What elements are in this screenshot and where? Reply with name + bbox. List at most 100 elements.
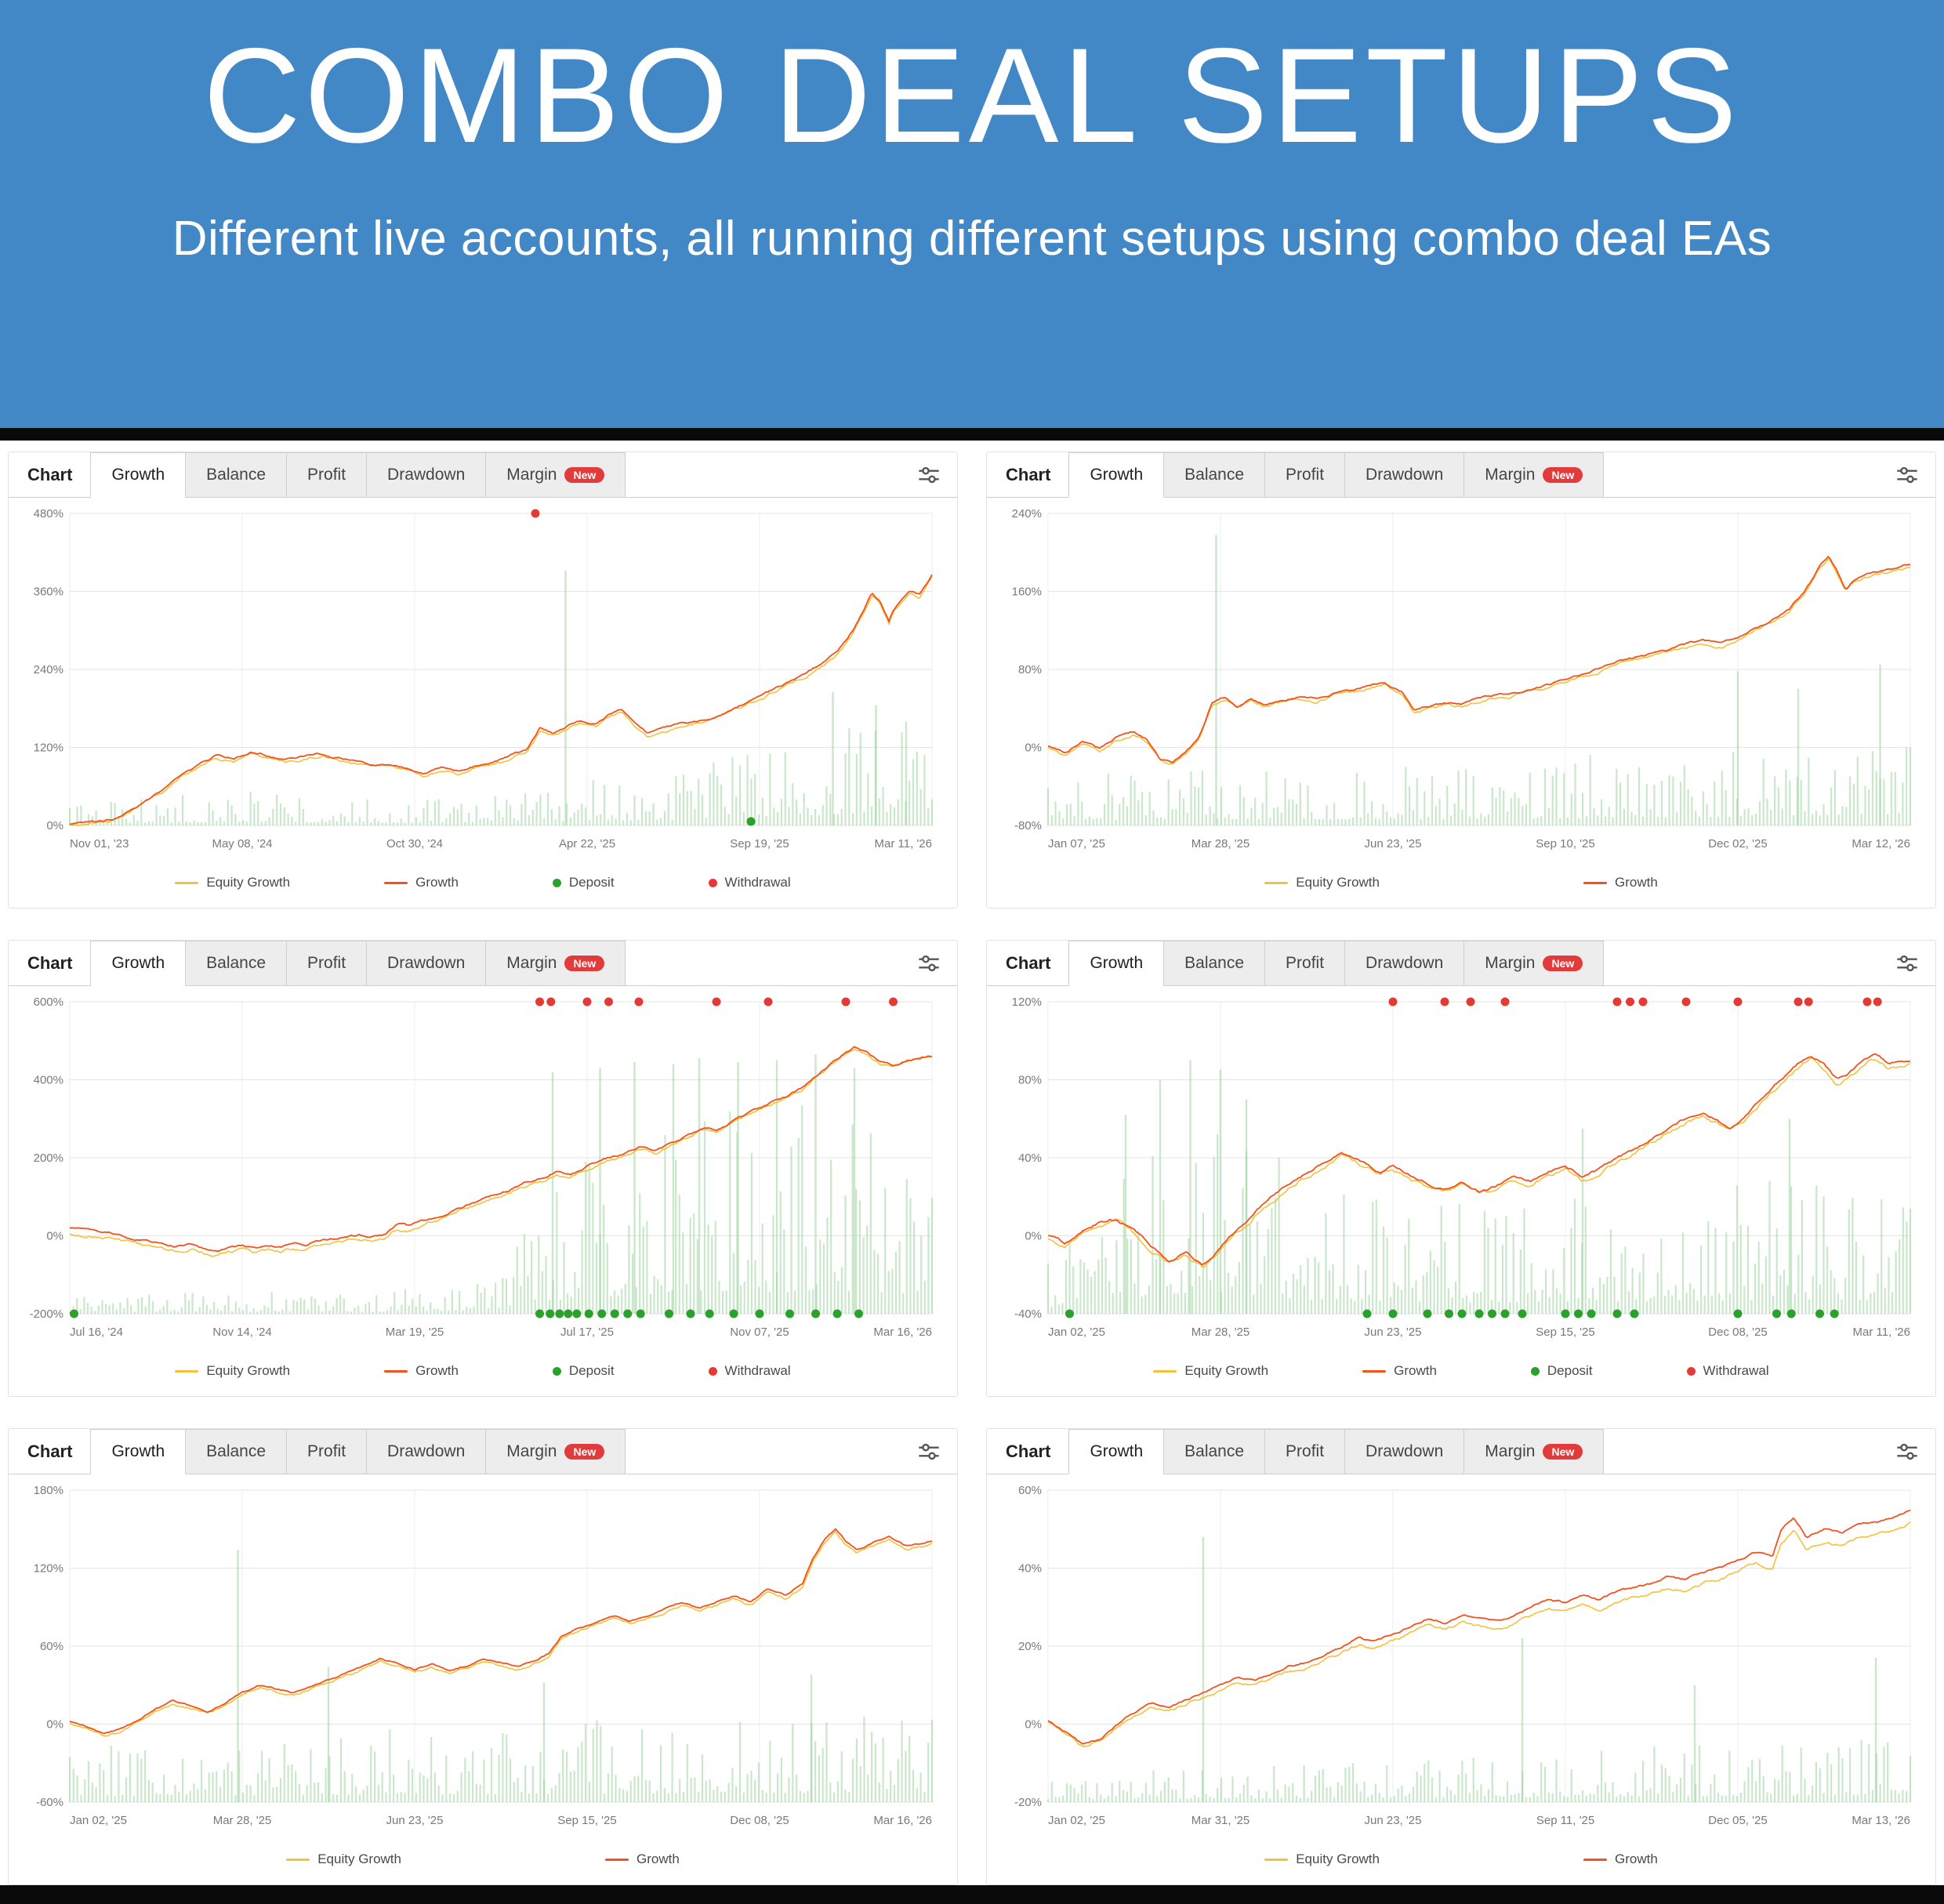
tab-margin[interactable]: Margin New [485,1429,626,1474]
chart-widget: Chart Growth Balance Profit Drawdown Margin Ne… [986,1428,1936,1885]
x-axis-labels: Jan 02, '25 Mar 28, '25 Jun 23, '25 Sep 15,… [1048,1326,1910,1339]
tab-growth[interactable]: Growth [90,452,187,498]
chart-grid: Chart Growth Balance Profit Drawdown Margin Ne… [0,441,1944,1885]
growth-line [69,1528,933,1735]
tab-balance[interactable]: Balance [185,1429,288,1474]
tab-label: Profit [1286,954,1325,972]
legend-item-equity-growth: Equity Growth [175,1363,290,1379]
tab-label: Drawdown [387,954,466,972]
chart-widget: Chart Growth Balance Profit Drawdown Margin Ne… [986,452,1936,908]
tab-growth[interactable]: Growth [1068,452,1165,498]
x-axis-labels: Jul 16, '24 Nov 14, '24 Mar 19, '25 Jul 17,… [70,1326,932,1339]
legend-item-deposit: Deposit [552,1363,615,1379]
sliders-icon [1897,955,1917,971]
legend-line-swatch [1583,881,1607,884]
growth-line [69,574,933,825]
tab-growth[interactable]: Growth [1068,1429,1165,1474]
chart-widget: Chart Growth Balance Profit Drawdown Margin Ne… [8,1428,958,1885]
tab-profit[interactable]: Profit [1264,452,1346,497]
volume-bars [1046,1536,1912,1803]
tab-profit[interactable]: Profit [286,1429,368,1474]
legend-item-deposit: Deposit [552,875,615,890]
tab-growth[interactable]: Growth [90,1429,187,1474]
svg-text:480%: 480% [34,507,63,520]
chart-settings-icon[interactable] [1895,1429,1920,1474]
tab-drawdown[interactable]: Drawdown [1344,941,1465,985]
svg-text:Mar 11, '26: Mar 11, '26 [875,837,932,850]
tab-label: Profit [1286,466,1325,484]
tab-growth[interactable]: Growth [1068,941,1165,986]
tab-profit[interactable]: Profit [1264,941,1346,985]
legend-line-swatch [1264,1858,1289,1861]
svg-text:400%: 400% [34,1074,63,1087]
tab-balance[interactable]: Balance [185,452,288,497]
new-badge: New [564,956,605,971]
y-axis-labels: 480% 360% 240% 120% 0% [34,507,63,832]
chart-settings-icon[interactable] [1895,452,1920,497]
tab-label: Drawdown [1366,1442,1444,1460]
tab-balance[interactable]: Balance [1163,1429,1266,1474]
tab-label: Balance [1184,1442,1245,1460]
tab-profit[interactable]: Profit [286,452,368,497]
equity-line [69,1530,933,1737]
tab-balance[interactable]: Balance [1163,941,1266,985]
svg-text:Mar 12, '26: Mar 12, '26 [1852,837,1910,850]
tab-label: Drawdown [1366,954,1444,972]
svg-text:Dec 08, '25: Dec 08, '25 [1708,1326,1767,1339]
sliders-icon [1897,466,1917,483]
tab-balance[interactable]: Balance [1163,452,1266,497]
widget-tabbar: Chart Growth Balance Profit Drawdown Margin Ne… [987,1429,1935,1474]
widget-tabs: Chart Growth Balance Profit Drawdown Margin Ne… [987,1429,1605,1474]
svg-text:160%: 160% [1012,586,1042,599]
legend-line-swatch [175,881,199,884]
tab-label: Growth [111,954,165,972]
legend-item-equity-growth: Equity Growth [1264,875,1380,890]
chart-settings-icon[interactable] [1895,941,1920,985]
tab-profit[interactable]: Profit [1264,1429,1346,1474]
tab-drawdown[interactable]: Drawdown [366,941,487,985]
tab-balance[interactable]: Balance [185,941,288,985]
tab-chart: Chart [1006,464,1051,484]
legend-item-withdrawal: Withdrawal [708,1363,791,1379]
tab-margin[interactable]: Margin New [1463,452,1605,497]
svg-text:Nov 14, '24: Nov 14, '24 [212,1326,271,1339]
chart-settings-icon[interactable] [916,941,941,985]
legend-label: Withdrawal [724,1363,791,1378]
tab-drawdown[interactable]: Drawdown [366,1429,487,1474]
tab-margin[interactable]: Margin New [485,941,626,985]
tab-drawdown[interactable]: Drawdown [366,452,487,497]
svg-text:120%: 120% [1012,996,1042,1009]
new-badge: New [1543,956,1583,971]
volume-bars [1046,1060,1912,1315]
growth-chart: 600% 400% 200% 0% -200% Jul 16, '24 Nov 14, '2… [9,986,957,1346]
tab-label: Balance [1184,466,1245,484]
tab-margin[interactable]: Margin New [485,452,626,497]
y-axis-labels: 60% 40% 20% 0% -20% [1014,1484,1042,1809]
tab-label: Drawdown [387,466,466,484]
svg-text:Nov 07, '25: Nov 07, '25 [730,1326,789,1339]
chart-settings-icon[interactable] [916,1429,941,1474]
legend-label: Equity Growth [317,1851,401,1866]
chart-legend: Equity Growth Growth [987,858,1935,908]
legend-item-withdrawal: Withdrawal [708,875,791,890]
legend-label: Equity Growth [1296,875,1380,890]
chart-settings-icon[interactable] [916,452,941,497]
legend-label: Withdrawal [724,875,791,890]
legend-dot-swatch [552,1366,561,1376]
tab-label: Growth [111,1442,165,1460]
equity-line [1047,1521,1911,1747]
tab-margin[interactable]: Margin New [1463,1429,1605,1474]
tab-margin[interactable]: Margin New [1463,941,1605,985]
svg-text:Jan 02, '25: Jan 02, '25 [1048,1814,1105,1827]
tab-growth[interactable]: Growth [90,941,187,986]
sliders-icon [919,1443,939,1460]
svg-text:Dec 05, '25: Dec 05, '25 [1708,1814,1767,1827]
growth-chart: 180% 120% 60% 0% -60% Jan 02, '25 Mar 28, '25 J… [9,1474,957,1834]
chart-widget: Chart Growth Balance Profit Drawdown Margin Ne… [986,940,1936,1397]
tab-drawdown[interactable]: Drawdown [1344,452,1465,497]
tab-profit[interactable]: Profit [286,941,368,985]
tab-label: Margin [1485,954,1536,972]
svg-text:Oct 30, '24: Oct 30, '24 [386,837,443,850]
tab-drawdown[interactable]: Drawdown [1344,1429,1465,1474]
svg-text:May 08, '24: May 08, '24 [212,837,272,850]
